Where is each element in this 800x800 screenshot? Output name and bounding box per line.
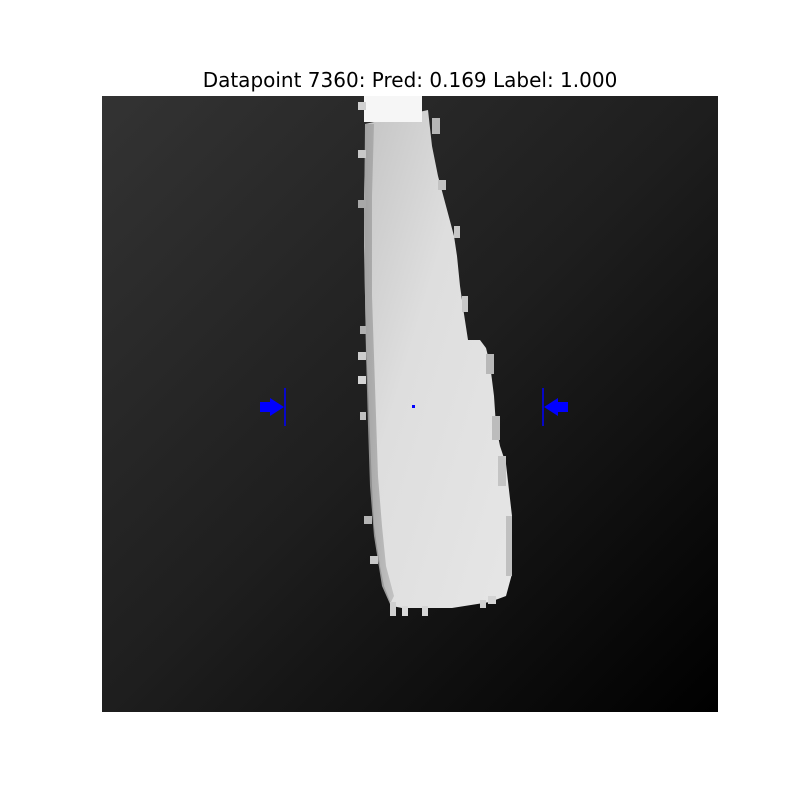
center-point: [412, 405, 415, 408]
figure-title: Datapoint 7360: Pred: 0.169 Label: 1.000: [202, 68, 618, 92]
image-canvas: [102, 96, 718, 712]
markers: [260, 388, 568, 426]
left-arrow-icon: [260, 388, 286, 426]
object-left-edge: [364, 124, 394, 604]
right-arrow-icon: [542, 388, 568, 426]
object-body: [364, 110, 512, 608]
object-top-cap: [364, 96, 422, 122]
image-panel: [102, 96, 718, 712]
bright-object: [358, 96, 512, 616]
